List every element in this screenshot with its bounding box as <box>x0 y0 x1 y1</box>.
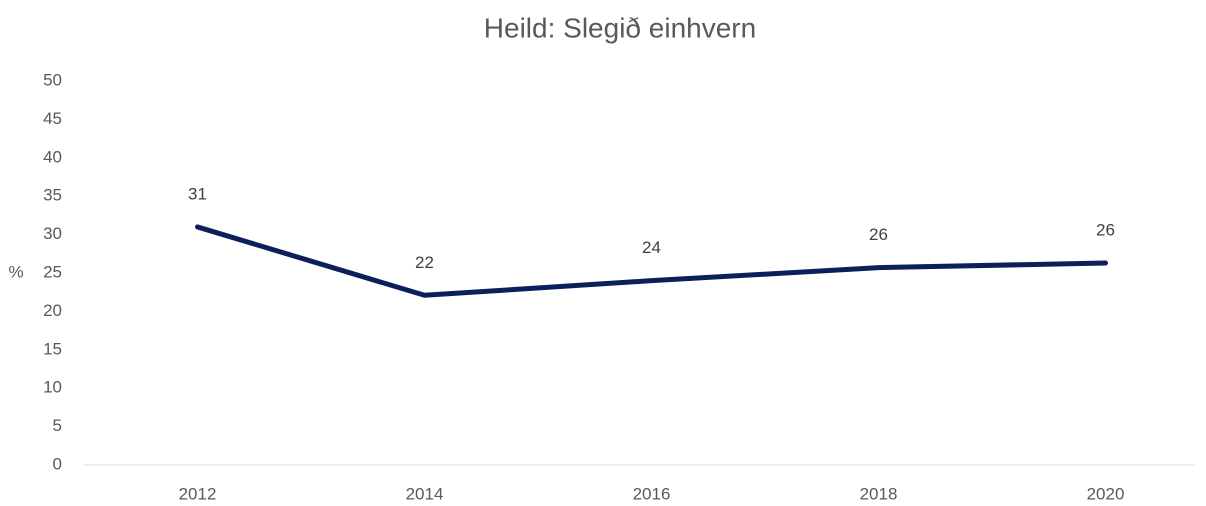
line <box>195 224 1108 298</box>
chart-title: Heild: Slegið einhvern <box>484 12 756 43</box>
x-tick-label: 2020 <box>1087 484 1125 503</box>
data-label: 31 <box>188 184 207 203</box>
y-tick-label: 15 <box>43 339 62 358</box>
x-tick-label: 2014 <box>406 484 444 503</box>
y-tick-label: 0 <box>53 454 62 473</box>
data-label: 24 <box>642 238 661 257</box>
x-tick-label: 2016 <box>633 484 671 503</box>
y-tick-label: 20 <box>43 301 62 320</box>
y-tick-label: 10 <box>43 378 62 397</box>
data-label: 26 <box>869 225 888 244</box>
y-tick-label: 35 <box>43 186 62 205</box>
y-tick-label: 40 <box>43 147 62 166</box>
y-tick-label: 25 <box>43 262 62 281</box>
y-tick-label: 50 <box>43 70 62 89</box>
y-tick-label: 30 <box>43 224 62 243</box>
y-tick-label: 45 <box>43 109 62 128</box>
x-tick-label: 2018 <box>860 484 898 503</box>
data-label: 22 <box>415 253 434 272</box>
x-tick-label: 2012 <box>179 484 217 503</box>
y-axis-label: % <box>8 262 23 281</box>
y-tick-label: 5 <box>53 416 62 435</box>
data-label: 26 <box>1096 221 1115 240</box>
